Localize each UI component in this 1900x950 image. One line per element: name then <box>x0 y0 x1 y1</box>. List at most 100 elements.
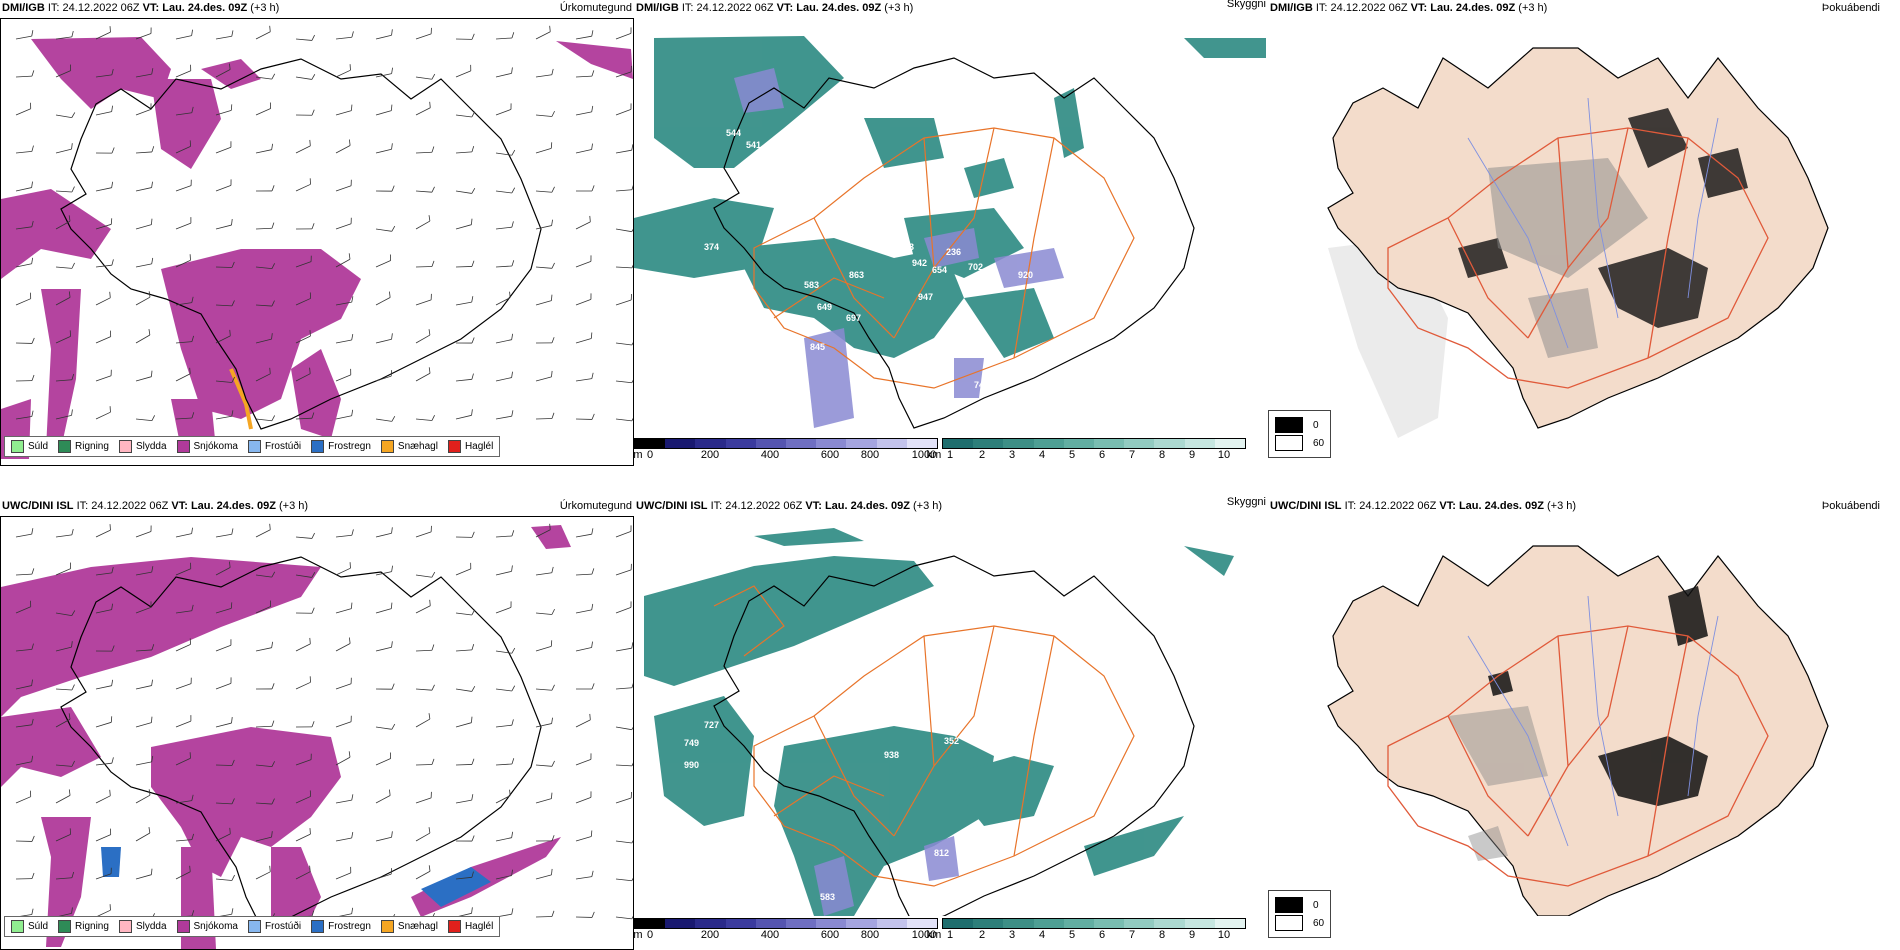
wind-barb <box>255 574 272 578</box>
wind-barb <box>95 685 112 690</box>
wind-barb-flag <box>71 373 75 380</box>
colorbar-step <box>1003 439 1034 448</box>
wind-barb-flag <box>551 337 555 344</box>
wind-barb-flag <box>148 291 151 298</box>
wind-barb <box>615 32 632 40</box>
iceland-coastline <box>60 58 542 430</box>
wind-barb <box>335 799 352 804</box>
cloudbase-label: 649 <box>817 302 832 312</box>
wind-barb <box>255 373 271 382</box>
legend-item: Súld <box>11 440 48 453</box>
wind-barb-flag <box>231 376 235 383</box>
wind-barb <box>335 223 352 230</box>
wind-barb-flag <box>428 329 431 336</box>
wind-barb <box>215 533 232 538</box>
wind-barb-flag <box>428 865 431 872</box>
cloudbase-label: 863 <box>849 270 864 280</box>
panel-title: UWC/DINI ISL IT: 24.12.2022 06Z VT: Lau.… <box>2 500 309 512</box>
wind-barb-flag <box>631 877 633 881</box>
wind-barb-flag <box>431 186 435 193</box>
wind-barb <box>335 301 352 306</box>
wind-barb <box>415 832 431 842</box>
wind-barb-flag <box>348 751 351 758</box>
wind-barb <box>615 149 632 154</box>
wind-barb <box>335 36 352 40</box>
wind-barb-flag <box>311 721 315 727</box>
wind-barb <box>55 612 72 617</box>
wind-barb-flag <box>511 149 516 156</box>
wind-barb <box>95 909 111 918</box>
wind-barb-flag <box>269 523 271 530</box>
wind-barb <box>615 530 632 538</box>
wind-barb <box>495 724 512 728</box>
wind-barb-flag <box>271 263 276 269</box>
wind-barb <box>535 31 551 40</box>
wind-barb <box>455 114 472 118</box>
wind-barb <box>535 874 552 880</box>
wind-barb-flag <box>231 30 234 37</box>
wind-barb <box>295 76 312 80</box>
wind-barb <box>455 688 472 692</box>
wind-barb-flag <box>551 219 553 226</box>
wind-barb <box>535 688 552 691</box>
wind-barb-flag <box>191 910 195 917</box>
wind-barb <box>415 688 432 691</box>
wind-barb-flag <box>591 30 594 37</box>
legend-swatch <box>118 920 132 933</box>
wind-barb-flag <box>471 296 474 303</box>
wind-barb <box>375 873 392 880</box>
colorbar-step <box>816 439 847 448</box>
wind-barb-flag <box>391 225 396 232</box>
colorbar-step <box>786 919 817 928</box>
wind-barb-flag <box>551 608 555 615</box>
wind-barb-flag <box>391 683 395 690</box>
wind-barb <box>135 531 152 538</box>
wind-barb-flag <box>271 683 275 690</box>
wind-barb <box>295 38 312 41</box>
wind-barb-flag <box>309 637 311 644</box>
wind-barb-flag <box>511 685 516 692</box>
wind-barb <box>95 795 111 804</box>
wind-barb-flag <box>351 409 354 416</box>
legend-item: Rigning <box>58 440 109 453</box>
panel-title: DMI/IGB IT: 24.12.2022 06Z VT: Lau. 24.d… <box>2 2 280 14</box>
wind-barb-flag <box>471 758 475 765</box>
cloudbase-label: 583 <box>820 892 835 902</box>
wind-barb-flag <box>391 723 396 730</box>
colorbar-gradient <box>942 918 1246 929</box>
wind-barb <box>335 756 351 766</box>
wind-barb <box>415 299 432 306</box>
wind-barb-flag <box>189 367 191 374</box>
wind-barb <box>295 643 311 652</box>
wind-barb-flag <box>271 798 275 805</box>
legend-swatch <box>176 440 190 453</box>
wind-barb <box>15 724 32 728</box>
wind-barb <box>175 643 191 652</box>
cloudbase-label: 352 <box>944 736 959 746</box>
wind-barb-flag <box>631 379 633 383</box>
wind-barb-flag <box>511 187 516 194</box>
wind-barb <box>415 649 433 652</box>
wind-barb-flag <box>591 105 594 112</box>
wind-barb-flag <box>68 215 71 222</box>
colorbar-step <box>665 439 696 448</box>
wind-barb <box>295 833 311 842</box>
wind-barb <box>535 529 551 538</box>
wind-barb-flag <box>351 529 354 536</box>
colorbar-tick: 600 <box>820 449 840 461</box>
wind-barb <box>175 259 191 268</box>
wind-barb-flag <box>31 30 34 37</box>
wind-barb <box>255 836 272 842</box>
wind-barb <box>575 719 591 728</box>
wind-barb-flag <box>589 713 591 720</box>
fog-map <box>1327 47 1829 438</box>
wind-barb <box>575 338 592 344</box>
wind-barb <box>215 304 232 307</box>
wind-barb <box>495 570 512 576</box>
wind-barb-flag <box>631 228 633 232</box>
wind-barb-flag <box>549 25 551 32</box>
wind-barb <box>455 568 471 576</box>
wind-barb <box>55 70 71 78</box>
wind-barb-flag <box>351 296 354 303</box>
wind-barb-flag <box>111 181 114 188</box>
